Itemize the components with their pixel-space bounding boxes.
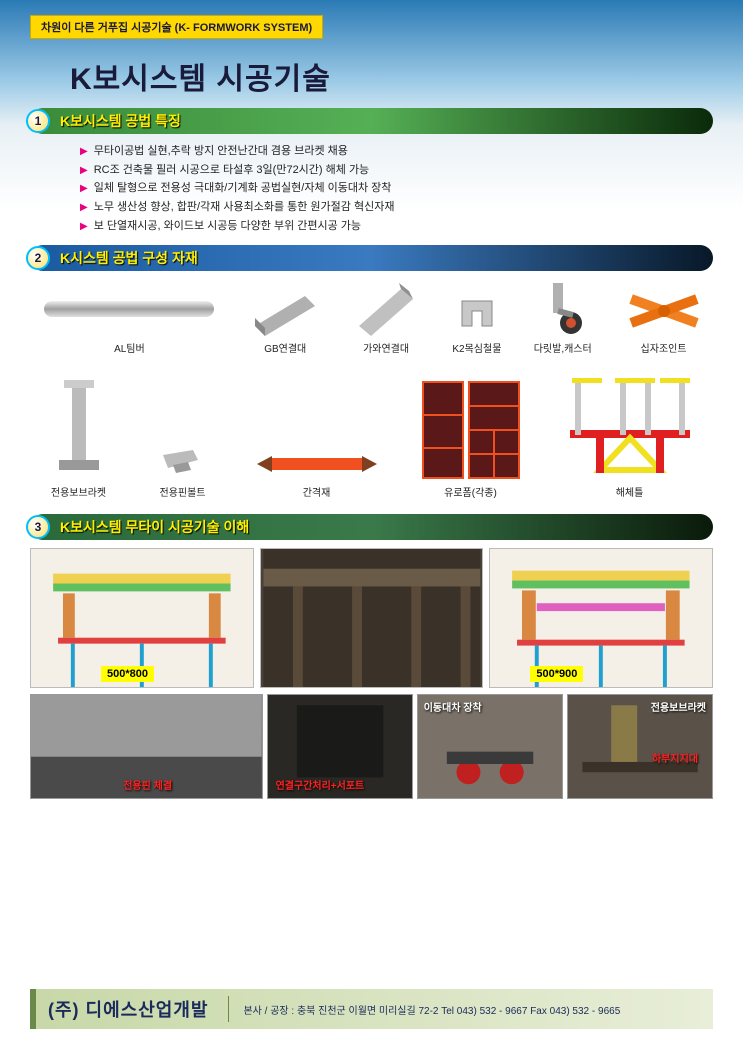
part-gb-connector: GB연결대: [250, 286, 320, 355]
section-bar-3: 3 K보시스템 무타이 시공기술 이해: [30, 514, 713, 540]
photos-row: 전용핀 체결 연결구간처리+서포트 이동대차 장착 전용보브라켓 하부지지대: [30, 694, 713, 799]
photo-label-a: 전용보브라켓: [651, 699, 706, 714]
diagram-size-label: 500*900: [530, 666, 583, 682]
part-al-timber: AL팀버: [39, 281, 219, 355]
footer-company: (주) 디에스산업개발: [36, 996, 228, 1022]
photo-label-b: 하부지지대: [652, 750, 698, 765]
section-num-3: 3: [26, 515, 50, 539]
part-euroform: 유로폼(각종): [421, 380, 521, 499]
part-label: AL팀버: [114, 340, 145, 355]
part-cross-joint: 십자조인트: [624, 286, 704, 355]
part-label: 유로폼(각종): [444, 484, 497, 499]
part-spacer: 간격재: [252, 450, 382, 499]
part-label: 다릿발,캐스터: [534, 340, 592, 355]
part-image: [252, 450, 382, 480]
part-label: 간격재: [303, 484, 331, 499]
part-image: [533, 281, 593, 336]
part-image: [421, 380, 521, 480]
photo-label: 연결구간처리+서포트: [276, 777, 365, 792]
section-bar-2: 2 K시스템 공법 구성 자재: [30, 245, 713, 271]
header-band: 차원이 다른 거푸집 시공기술 (K- FORMWORK SYSTEM): [30, 15, 323, 39]
part-caster: 다릿발,캐스터: [533, 281, 593, 355]
part-image: [560, 370, 700, 480]
part-k2-hardware: K2목심철물: [452, 291, 502, 355]
photo-label: 이동대차 장착: [424, 699, 482, 714]
section-label-1: K보시스템 공법 특징: [60, 111, 181, 131]
part-gawa-connector: 가와연결대: [351, 281, 421, 355]
part-image: [452, 291, 502, 336]
bullet-item: 일체 탈형으로 전용성 극대화/기계화 공법실현/자체 이동대차 장착: [80, 179, 713, 198]
section-num-1: 1: [26, 109, 50, 133]
part-label: 전용핀볼트: [160, 484, 206, 499]
parts-row-2: 전용보브라켓 전용핀볼트 간격재 유로폼(각종): [30, 370, 713, 499]
part-label: GB연결대: [264, 340, 306, 355]
photo-2: 연결구간처리+서포트: [267, 694, 413, 799]
part-dismantle-frame: 해체틀: [560, 370, 700, 499]
parts-row-1: AL팀버 GB연결대 가와연결대 K2목심철물 다릿발,캐스터 십자조인트: [30, 281, 713, 355]
diagram-1: 500*800: [30, 548, 254, 688]
part-image: [39, 281, 219, 336]
photo-1: 전용핀 체결: [30, 694, 263, 799]
diagram-photo: [260, 548, 484, 688]
part-label: 전용보브라켓: [51, 484, 106, 499]
diagram-size-label: 500*800: [101, 666, 154, 682]
part-image: [44, 380, 114, 480]
part-image: [153, 440, 213, 480]
bullet-item: RC조 건축물 필러 시공으로 타설후 3일(만72시간) 해체 가능: [80, 161, 713, 180]
part-image: [250, 286, 320, 336]
diagrams-row: 500*800 500*900: [30, 548, 713, 688]
footer-info: 본사 / 공장 : 충북 진천군 이월면 미리실길 72-2 Tel 043) …: [229, 1002, 620, 1017]
part-bracket: 전용보브라켓: [44, 380, 114, 499]
diagram-3: 500*900: [489, 548, 713, 688]
bullet-item: 무타이공법 실현,추락 방지 안전난간대 겸용 브라켓 채용: [80, 142, 713, 161]
part-label: 해체틀: [616, 484, 644, 499]
part-pinbolt: 전용핀볼트: [153, 440, 213, 499]
main-title: K보시스템 시공기술: [70, 54, 713, 98]
bullet-item: 보 단열재시공, 와이드보 시공등 다양한 부위 간편시공 가능: [80, 217, 713, 236]
part-label: 십자조인트: [641, 340, 687, 355]
footer: (주) 디에스산업개발 본사 / 공장 : 충북 진천군 이월면 미리실길 72…: [30, 989, 713, 1029]
bullet-list: 무타이공법 실현,추락 방지 안전난간대 겸용 브라켓 채용 RC조 건축물 필…: [80, 142, 713, 235]
photo-label: 전용핀 체결: [123, 777, 172, 792]
part-label: 가와연결대: [363, 340, 409, 355]
section-label-2: K시스템 공법 구성 자재: [60, 248, 198, 268]
part-label: K2목심철물: [452, 340, 501, 355]
part-image: [624, 286, 704, 336]
section-num-2: 2: [26, 246, 50, 270]
photo-4: 전용보브라켓 하부지지대: [567, 694, 713, 799]
section-label-3: K보시스템 무타이 시공기술 이해: [60, 517, 249, 537]
bullet-item: 노무 생산성 향상, 합판/각재 사용최소화를 통한 원가절감 혁신자재: [80, 198, 713, 217]
part-image: [351, 281, 421, 336]
section-bar-1: 1 K보시스템 공법 특징: [30, 108, 713, 134]
photo-3: 이동대차 장착: [417, 694, 563, 799]
